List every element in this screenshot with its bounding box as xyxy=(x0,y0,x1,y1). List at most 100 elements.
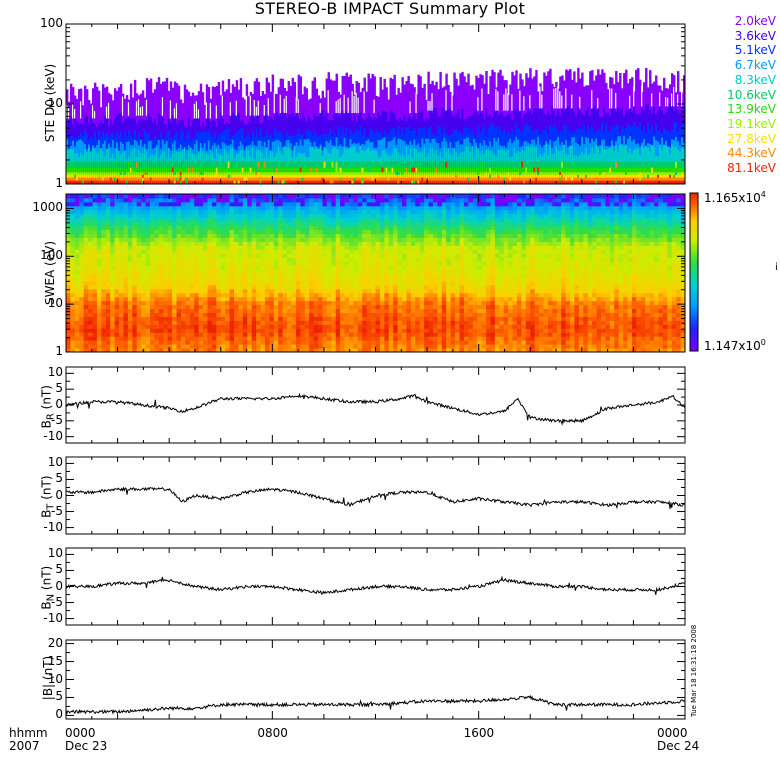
ste-bar-81.1keV xyxy=(237,180,241,184)
swea-cell xyxy=(79,280,85,286)
ste-bar-81.1keV xyxy=(231,180,235,184)
swea-cell xyxy=(101,292,107,298)
swea-cell xyxy=(154,300,160,306)
ste-bar-81.1keV xyxy=(145,180,149,184)
swea-cell xyxy=(167,241,173,246)
swea-cell xyxy=(127,205,133,211)
swea-cell xyxy=(66,344,71,349)
swea-cell xyxy=(96,288,102,294)
swea-cell xyxy=(92,257,98,262)
swea-cell xyxy=(211,273,217,278)
ste-bar-81.1keV xyxy=(491,180,494,184)
swea-cell xyxy=(198,241,204,246)
swea-cell xyxy=(88,197,94,203)
swea-panel xyxy=(65,193,686,353)
swea-cell xyxy=(101,320,107,325)
ste-bar-81.1keV xyxy=(221,180,225,184)
swea-cell xyxy=(70,225,76,231)
ste-bar-81.1keV xyxy=(177,180,181,184)
swea-cell xyxy=(96,324,102,329)
ste-bar-81.1keV xyxy=(303,180,307,184)
ste-dropout xyxy=(337,99,339,114)
swea-cell xyxy=(167,253,173,258)
swea-cell xyxy=(132,304,138,310)
ste-bar-81.1keV xyxy=(119,180,123,184)
swea-cell xyxy=(189,312,195,317)
ste-bar-81.1keV xyxy=(111,180,115,184)
swea-cell xyxy=(79,284,85,290)
swea-cell xyxy=(180,304,186,310)
swea-cell xyxy=(167,328,173,333)
ste-bar-81.1keV xyxy=(511,180,514,184)
ste-bar-81.1keV xyxy=(423,180,426,184)
swea-cell xyxy=(127,221,133,227)
swea-cell xyxy=(136,201,142,207)
swea-cell xyxy=(70,229,76,234)
swea-cell xyxy=(88,241,94,246)
swea-cell xyxy=(180,237,186,242)
swea-cell xyxy=(185,269,191,274)
ste-bar-81.1keV xyxy=(619,180,622,184)
swea-cell xyxy=(189,233,195,238)
swea-cell xyxy=(96,229,102,234)
swea-cell xyxy=(92,332,98,337)
ste-bar-81.1keV xyxy=(271,180,275,184)
ste-bar-81.1keV xyxy=(235,180,239,184)
swea-cell xyxy=(172,197,178,203)
swea-cell xyxy=(158,229,164,234)
ste-bar-81.1keV xyxy=(317,180,320,184)
swea-cell xyxy=(154,265,160,270)
swea-cell xyxy=(110,284,116,290)
swea-cell xyxy=(189,205,195,211)
swea-cell xyxy=(70,201,76,207)
swea-cell xyxy=(74,269,80,274)
swea-cell xyxy=(101,197,107,203)
swea-cell xyxy=(150,233,155,238)
swea-cell xyxy=(127,209,133,215)
swea-cell xyxy=(110,217,116,223)
swea-cell xyxy=(105,312,111,317)
swea-cell xyxy=(211,288,217,294)
swea-cell xyxy=(132,205,138,211)
swea-cell xyxy=(211,296,217,302)
swea-cell xyxy=(88,209,94,215)
swea-cell xyxy=(119,201,124,207)
swea-cell xyxy=(203,284,208,290)
ste-bar-81.1keV xyxy=(595,180,598,184)
swea-cell xyxy=(132,237,138,242)
swea-cell xyxy=(154,241,160,246)
ste-bar-81.1keV xyxy=(159,180,163,184)
swea-cell xyxy=(119,348,124,353)
swea-cell xyxy=(180,233,186,238)
ste-dropout xyxy=(559,91,561,109)
swea-cell xyxy=(150,328,155,333)
swea-cell xyxy=(127,249,133,254)
swea-cell xyxy=(167,201,173,207)
swea-cell xyxy=(198,225,204,231)
swea-cell xyxy=(83,194,89,199)
swea-cell xyxy=(101,340,107,345)
swea-cell xyxy=(158,300,164,306)
ste-bar-81.1keV xyxy=(171,180,175,184)
swea-cell xyxy=(105,332,111,337)
swea-cell xyxy=(189,284,195,290)
swea-cell xyxy=(105,340,111,345)
swea-cell xyxy=(145,304,151,310)
swea-cell xyxy=(163,332,169,337)
swea-cell xyxy=(203,253,208,258)
swea-cell xyxy=(92,217,98,223)
ste-bar-81.1keV xyxy=(389,180,392,184)
swea-cell xyxy=(158,253,164,258)
swea-cell xyxy=(132,308,138,313)
swea-cell xyxy=(145,269,151,274)
swea-cell xyxy=(194,201,200,207)
ste-bar-81.1keV xyxy=(139,180,143,184)
swea-cell xyxy=(132,265,138,270)
swea-cell xyxy=(123,249,129,254)
ste-bar-81.1keV xyxy=(195,180,199,184)
swea-cell xyxy=(198,296,204,302)
swea-cell xyxy=(150,229,155,234)
swea-cell xyxy=(119,213,124,219)
swea-cell xyxy=(105,324,111,329)
swea-cell xyxy=(141,221,147,227)
